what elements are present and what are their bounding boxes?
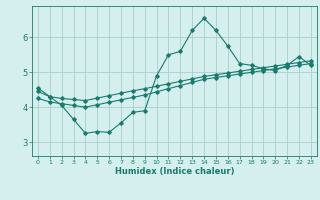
X-axis label: Humidex (Indice chaleur): Humidex (Indice chaleur) bbox=[115, 167, 234, 176]
